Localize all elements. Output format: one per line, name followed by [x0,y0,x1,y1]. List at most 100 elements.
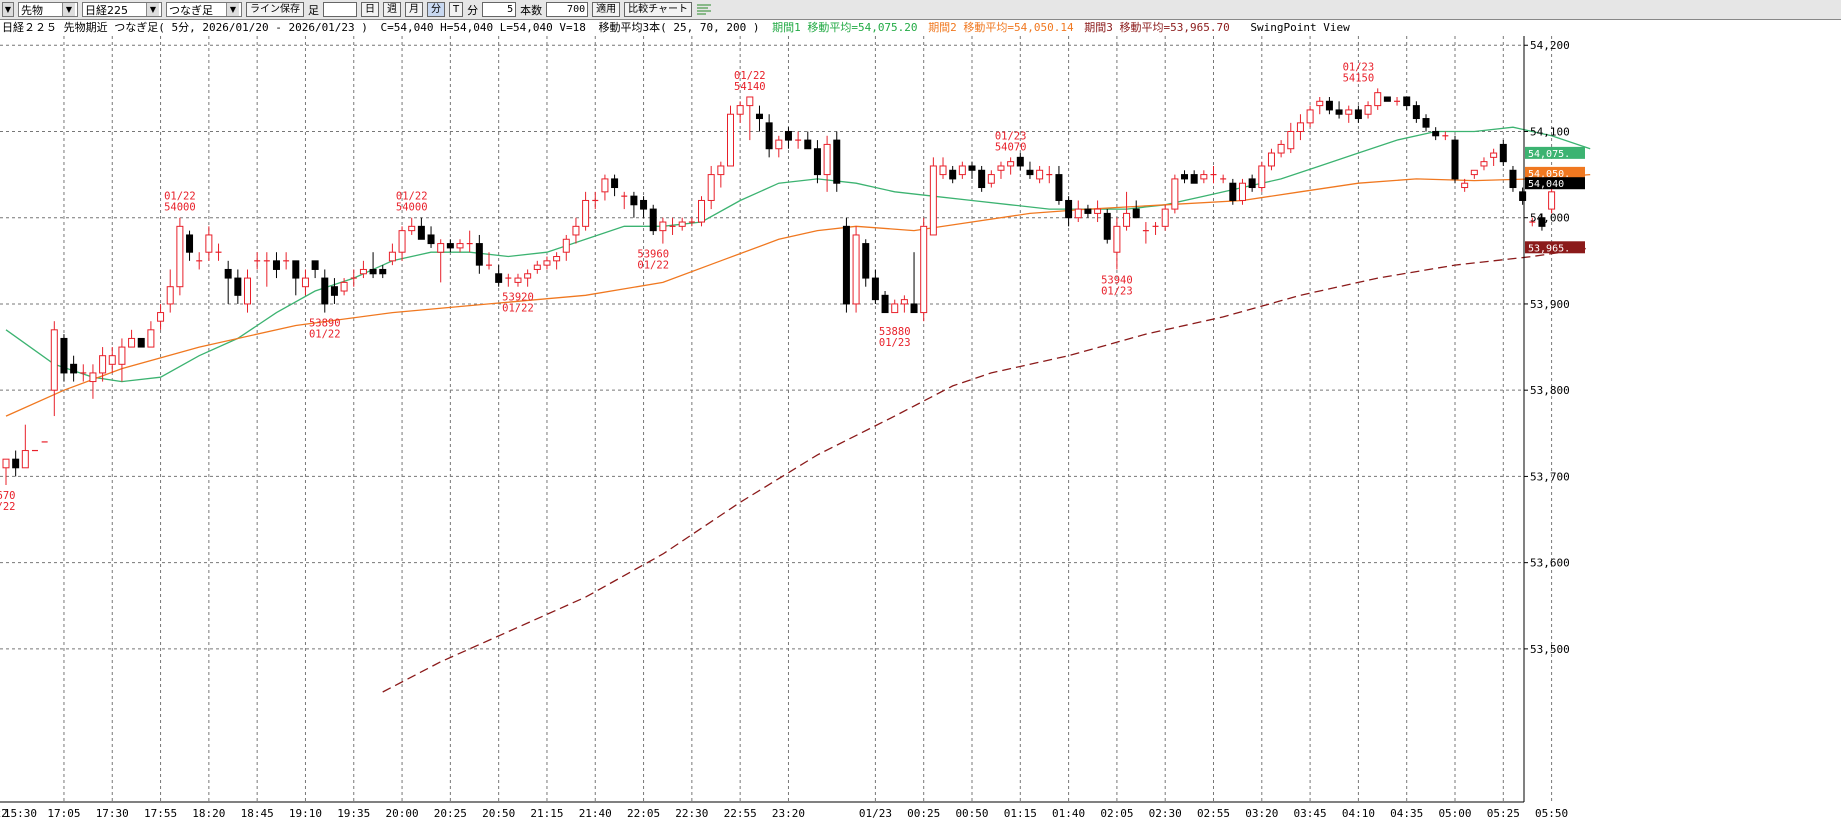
candle-body [553,256,561,262]
candle-body [1509,169,1517,189]
swing-label: 54140 [734,81,766,93]
ma-line-1 [5,126,1591,383]
time-tick-label: 01/23 [859,807,892,820]
candle-body [1036,169,1044,180]
candle-body [388,251,396,262]
candle-body [1287,130,1295,150]
period-tick-button[interactable]: T [449,2,464,17]
time-tick-label: 05:00 [1438,807,1471,820]
candle-body [1132,208,1140,219]
price-tick-label: 54,000 [1530,212,1570,225]
swing-label: 01/23 [995,130,1027,142]
candle-body [823,143,831,176]
candle-body [1345,109,1353,115]
period-day-button[interactable]: 日 [361,2,379,17]
candle-body [755,113,763,120]
candle-body [562,238,570,253]
candle-body [2,458,10,469]
candle-body [99,355,107,374]
candle-body [881,294,889,314]
candle-body [1480,161,1488,167]
period-week-button[interactable]: 週 [383,2,401,17]
price-tick-label: 53,800 [1530,384,1570,397]
candle-body [1374,92,1382,107]
time-tick-label: 01:40 [1052,807,1085,820]
time-tick-label: 23:20 [772,807,805,820]
minutes-input[interactable]: 5 [482,2,517,17]
candle-body [1335,109,1343,115]
candle-body [611,178,619,189]
time-tick-label: 19:10 [289,807,322,820]
candle-body [437,243,445,253]
candle-body [871,277,879,301]
time-tick-label: 17:30 [96,807,129,820]
candle-body [224,268,232,279]
time-tick-label: 17:55 [144,807,177,820]
candle-body [678,221,686,227]
time-tick-label: 02:30 [1149,807,1182,820]
candle-body [978,169,986,189]
chart-grid [0,36,1553,802]
chevron-down-icon: ▼ [146,3,159,16]
foot-input[interactable] [323,2,357,17]
count-input[interactable]: 700 [546,2,589,17]
ma2-badge [1525,166,1585,179]
swing-label: 54000 [396,202,428,214]
time-tick-label: 18:45 [241,807,274,820]
candle-body [1084,208,1092,214]
candle-body [784,130,792,141]
candle-body [1016,156,1024,167]
candle-body [1461,182,1469,189]
candle-body [659,221,667,232]
market-value: 先物 [21,3,43,17]
apply-button[interactable]: 適用 [592,2,621,17]
time-tick-label: 04:10 [1342,807,1375,820]
price-tick-label: 54,100 [1530,125,1570,138]
time-tick-label: 18:20 [192,807,225,820]
period-minute-button[interactable]: 分 [427,2,445,17]
period-month-button[interactable]: 月 [405,2,423,17]
swing-label: 01/23 [879,337,911,349]
swing-label: 53940 [1101,274,1133,286]
ma1-badge-text: 54,075. [1528,149,1570,160]
candle-body [1229,182,1237,201]
candle-body [1432,130,1440,137]
candle-body [1103,212,1111,240]
market-select[interactable]: 先物 ▼ [18,2,78,17]
indicator-icon[interactable] [696,3,712,16]
compare-chart-button[interactable]: 比較チャート [624,2,693,17]
candle-body [166,286,174,305]
chart-kind-select[interactable]: つなぎ足 ▼ [166,2,242,17]
candle-body [929,165,937,236]
candle-body [1113,225,1121,253]
candle-body [186,234,194,253]
chevron-down-icon: ▼ [226,3,239,16]
candle-body [1123,212,1131,227]
line-save-button[interactable]: ライン保存 [246,2,304,17]
time-tick-label: 21:40 [579,807,612,820]
price-tick-label: 54,200 [1530,39,1570,52]
menu-dropdown[interactable]: ▼ [2,2,14,17]
ma-title: 移動平均3本( 25, 70, 200 ) [598,21,760,34]
candle-body [910,303,918,314]
time-tick-label: 03:20 [1245,807,1278,820]
candle-body [1190,174,1198,184]
time-tick-label: 22:30 [675,807,708,820]
moving-average-lines [5,126,1591,693]
candle-body [234,277,242,296]
price-tick-label: 53,600 [1530,557,1570,570]
candle-body [128,337,136,348]
instrument-value: 日経225 [85,3,128,17]
candle-body [649,208,657,232]
time-tick-label: 00:25 [907,807,940,820]
swing-label: 01/22 [734,70,766,82]
time-tick-label: 17:05 [47,807,80,820]
instrument-select[interactable]: 日経225 ▼ [82,2,162,17]
swing-label: 54150 [1343,72,1375,84]
candle-body [862,243,870,279]
candle-body [833,139,841,184]
candle-body [727,113,734,167]
candle-body [157,312,165,322]
candle-body [746,96,754,107]
